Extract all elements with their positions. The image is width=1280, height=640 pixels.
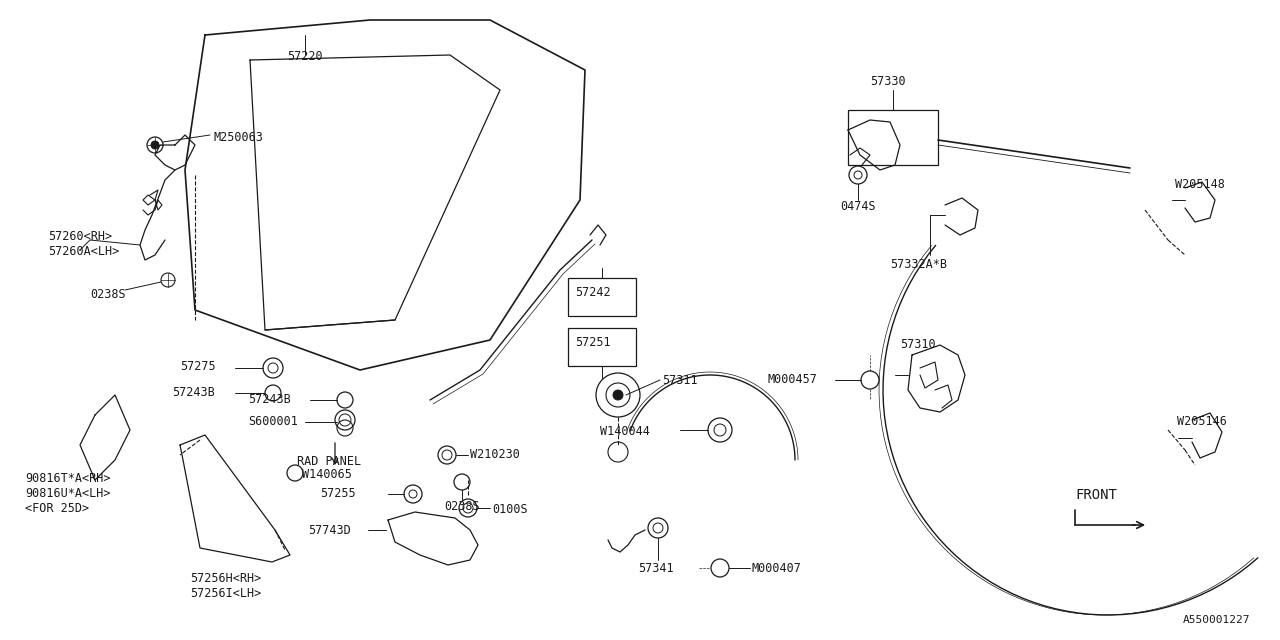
Text: 57332A*B: 57332A*B	[890, 258, 947, 271]
Text: 0238S: 0238S	[444, 500, 480, 513]
Text: M000457: M000457	[768, 373, 818, 386]
Text: 57330: 57330	[870, 75, 906, 88]
Text: 0474S: 0474S	[840, 200, 876, 213]
Text: M000407: M000407	[753, 562, 801, 575]
Text: <FOR 25D>: <FOR 25D>	[26, 502, 90, 515]
Text: 57255: 57255	[320, 487, 356, 500]
Text: S600001: S600001	[248, 415, 298, 428]
Text: A550001227: A550001227	[1183, 615, 1251, 625]
Text: RAD PANEL: RAD PANEL	[297, 455, 361, 468]
Text: 57311: 57311	[662, 374, 698, 387]
Text: 57256I<LH>: 57256I<LH>	[189, 587, 261, 600]
Text: 57251: 57251	[575, 336, 611, 349]
Text: 90816U*A<LH>: 90816U*A<LH>	[26, 487, 110, 500]
Text: 57243B: 57243B	[172, 386, 215, 399]
Text: M250063: M250063	[212, 131, 262, 144]
Text: 0100S: 0100S	[492, 503, 527, 516]
Text: W205148: W205148	[1175, 178, 1225, 191]
Text: 57243B: 57243B	[248, 393, 291, 406]
Text: 57260A<LH>: 57260A<LH>	[49, 245, 119, 258]
Circle shape	[613, 390, 623, 400]
Text: W140044: W140044	[600, 425, 650, 438]
Text: W140065: W140065	[302, 468, 352, 481]
Text: 57275: 57275	[180, 360, 215, 373]
Text: FRONT: FRONT	[1075, 488, 1117, 502]
Text: 57743D: 57743D	[308, 524, 351, 537]
Text: 57310: 57310	[900, 338, 936, 351]
Bar	[849, 110, 938, 165]
Text: 57260<RH>: 57260<RH>	[49, 230, 113, 243]
Text: W205146: W205146	[1178, 415, 1226, 428]
Bar	[568, 328, 636, 366]
Text: 57341: 57341	[637, 562, 673, 575]
Bar	[568, 278, 636, 316]
Circle shape	[151, 141, 159, 149]
Text: 57220: 57220	[287, 50, 323, 63]
Text: W210230: W210230	[470, 448, 520, 461]
Text: 57256H<RH>: 57256H<RH>	[189, 572, 261, 585]
Text: 57242: 57242	[575, 286, 611, 299]
Text: 90816T*A<RH>: 90816T*A<RH>	[26, 472, 110, 485]
Text: 0238S: 0238S	[90, 288, 125, 301]
